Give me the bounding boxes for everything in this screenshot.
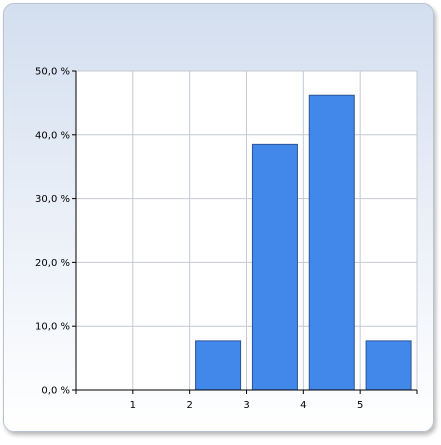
y-tick-label: 50,0 % <box>35 67 70 78</box>
y-tick-label: 10,0 % <box>35 322 70 333</box>
y-tick-labels: 0,0 % 10,0 % 20,0 % 30,0 % 40,0 % 50,0 % <box>35 67 70 397</box>
bar-3 <box>251 143 298 391</box>
x-tick-label: 2 <box>186 400 192 411</box>
y-tick-label: 0,0 % <box>41 386 70 397</box>
x-tick-label: 4 <box>300 400 306 411</box>
bar-chart: 0,0 % 10,0 % 20,0 % 30,0 % 40,0 % 50,0 % 1 2 3 4… <box>35 67 418 411</box>
y-tick-label: 30,0 % <box>35 194 70 205</box>
x-tick-label: 5 <box>357 400 363 411</box>
axes <box>72 70 418 394</box>
y-tick-label: 20,0 % <box>35 258 70 269</box>
bar-4 <box>308 94 355 391</box>
x-tick-label: 3 <box>243 400 249 411</box>
x-tick-labels: 1 2 3 4 5 <box>130 400 364 411</box>
y-tick-label: 40,0 % <box>35 130 70 141</box>
x-tick-label: 1 <box>130 400 136 411</box>
bar-2 <box>195 340 242 391</box>
bar-5 <box>365 340 412 391</box>
gridlines <box>75 70 418 391</box>
chart-card: 0,0 % 10,0 % 20,0 % 30,0 % 40,0 % 50,0 % 1 2 3 4… <box>3 3 434 432</box>
